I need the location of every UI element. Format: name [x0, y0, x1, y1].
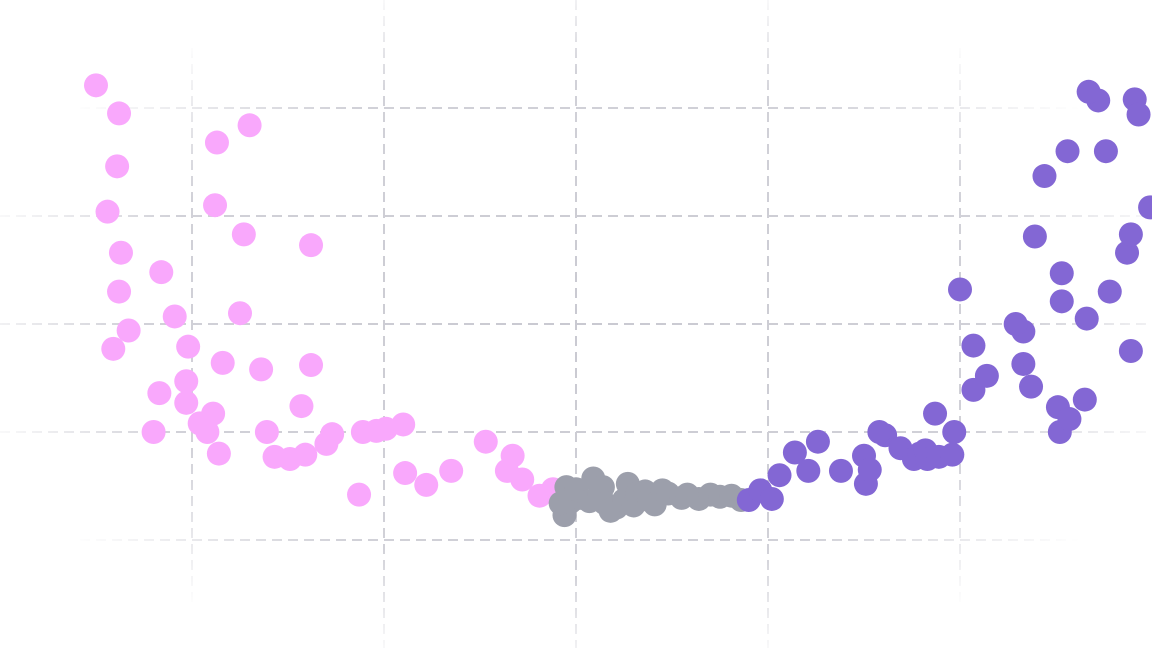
- data-point-2-44: [1118, 222, 1143, 247]
- data-point-0-21: [210, 350, 235, 375]
- data-point-2-31: [1032, 164, 1057, 189]
- data-point-0-17: [195, 420, 220, 444]
- data-point-0-4: [108, 240, 133, 265]
- data-point-2-41: [1097, 279, 1122, 304]
- data-point-0-42: [439, 458, 464, 483]
- data-point-0-10: [141, 420, 166, 444]
- data-point-0-9: [147, 381, 172, 406]
- data-point-0-13: [174, 369, 199, 394]
- data-point-0-24: [237, 113, 262, 138]
- data-point-0-14: [174, 390, 199, 415]
- data-point-2-21: [942, 420, 967, 444]
- data-point-2-49: [1093, 139, 1118, 164]
- data-point-0-2: [105, 154, 130, 179]
- data-point-2-42: [1115, 240, 1140, 265]
- data-point-2-10: [857, 457, 882, 482]
- series-0: [84, 73, 565, 508]
- data-point-0-39: [391, 412, 416, 437]
- data-point-0-5: [107, 279, 132, 304]
- data-point-0-35: [347, 482, 372, 507]
- data-point-0-1: [107, 101, 132, 126]
- data-point-0-11: [162, 304, 187, 329]
- data-point-2-30: [1022, 224, 1047, 249]
- data-point-2-4: [782, 440, 807, 465]
- data-point-0-22: [231, 222, 256, 247]
- data-point-0-43: [473, 429, 498, 454]
- data-point-2-12: [867, 420, 892, 444]
- data-point-2-29: [1003, 312, 1028, 336]
- data-point-2-23: [961, 333, 986, 358]
- data-point-0-8: [149, 260, 174, 285]
- data-point-2-25: [974, 363, 999, 388]
- data-point-2-39: [1074, 306, 1099, 331]
- data-point-0-12: [176, 334, 201, 359]
- data-point-0-45: [500, 443, 525, 468]
- data-point-2-28: [1019, 374, 1044, 399]
- data-point-2-5: [796, 458, 821, 483]
- data-point-0-0: [84, 73, 108, 98]
- data-point-2-48: [1076, 79, 1101, 104]
- data-point-2-27: [1011, 351, 1036, 376]
- data-point-2-19: [923, 401, 948, 426]
- data-point-2-37: [1057, 407, 1082, 432]
- data-point-0-26: [254, 420, 279, 444]
- data-point-2-6: [805, 429, 830, 454]
- data-point-2-46: [1138, 195, 1152, 220]
- data-point-0-41: [414, 472, 439, 497]
- series-1: [548, 466, 754, 528]
- data-point-2-7: [828, 458, 853, 483]
- data-point-0-18: [206, 441, 231, 466]
- data-point-0-20: [203, 193, 228, 218]
- data-point-2-24: [948, 277, 972, 302]
- data-point-0-6: [116, 318, 141, 343]
- data-point-0-7: [101, 336, 126, 361]
- data-point-0-23: [228, 301, 252, 326]
- data-point-2-32: [1055, 139, 1080, 164]
- data-point-2-34: [1049, 289, 1074, 314]
- data-point-2-43: [1118, 339, 1143, 363]
- data-point-0-16: [201, 401, 226, 426]
- data-point-2-2: [759, 486, 784, 511]
- data-point-0-3: [95, 199, 120, 224]
- data-point-0-31: [299, 233, 324, 258]
- data-point-0-29: [293, 442, 318, 467]
- data-points: [84, 73, 1152, 528]
- data-point-2-47: [1126, 102, 1151, 127]
- data-point-0-19: [204, 130, 229, 155]
- data-point-0-46: [510, 467, 535, 492]
- data-point-2-38: [1072, 387, 1097, 412]
- series-2: [736, 79, 1152, 513]
- data-point-0-30: [289, 394, 314, 419]
- data-point-0-25: [249, 357, 274, 382]
- data-point-0-40: [393, 461, 418, 486]
- data-point-0-34: [320, 422, 345, 447]
- data-point-2-3: [767, 463, 792, 488]
- data-point-2-20: [940, 442, 965, 467]
- data-point-2-33: [1049, 261, 1074, 286]
- data-point-0-32: [299, 353, 324, 378]
